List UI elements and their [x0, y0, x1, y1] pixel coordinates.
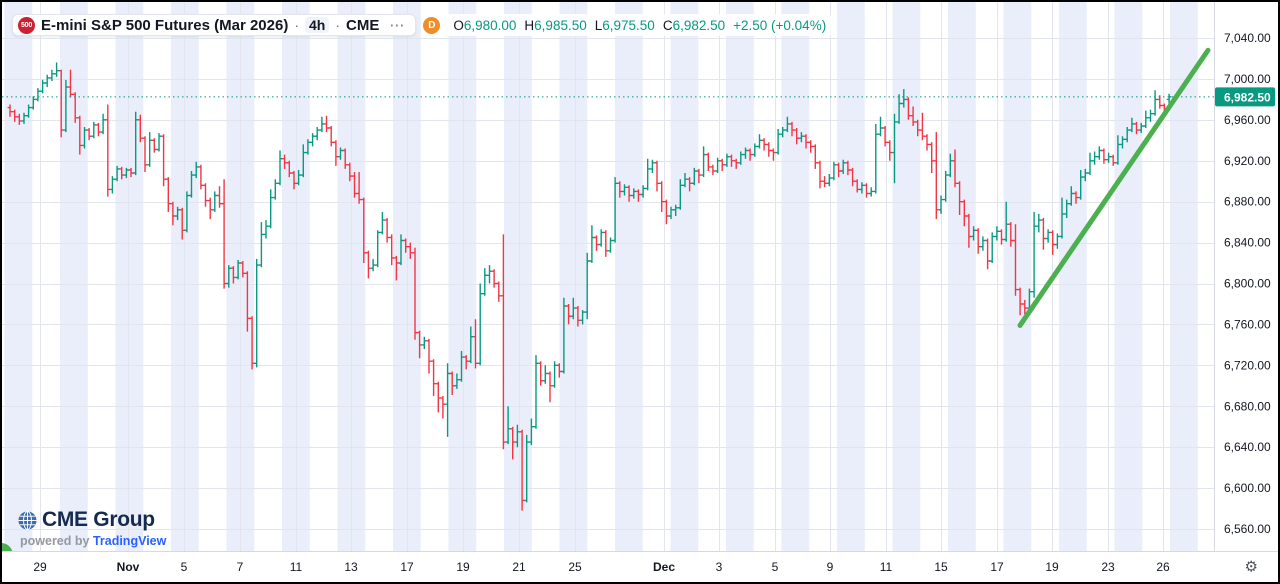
gear-icon[interactable]: ⚙	[1244, 558, 1258, 576]
current-price-badge: 6,982.50	[1215, 87, 1275, 107]
svg-text:6,720.00: 6,720.00	[1224, 358, 1271, 372]
gridlines	[2, 2, 1214, 551]
svg-text:6,982.50: 6,982.50	[1224, 90, 1271, 104]
ohlc-bars	[7, 62, 1172, 511]
powered-by-line: powered by TradingView	[20, 534, 166, 548]
more-options-icon[interactable]: ⋯	[389, 17, 406, 34]
time-tick-label: 17	[990, 560, 1004, 574]
time-tick-label: 19	[456, 560, 470, 574]
legend-separator: ·	[294, 17, 299, 33]
time-axis[interactable]: 29 Nov 5 7 11 13 17 19 21 25 Dec 3 5 9 11 15 17 19 23 26 ⚙	[2, 551, 1278, 582]
time-tick-label: 17	[400, 560, 414, 574]
symbol-legend-pill[interactable]: 500 E-mini S&P 500 Futures (Mar 2026) · …	[12, 14, 417, 36]
data-mode-badge[interactable]: D	[423, 16, 441, 34]
time-tick-label: 25	[568, 560, 582, 574]
svg-text:6,920.00: 6,920.00	[1224, 154, 1271, 168]
partial-green-shape	[2, 543, 13, 551]
ohlc-readout: O6,980.00 H6,985.50 L6,975.50 C6,982.50 …	[447, 14, 833, 36]
high-readout: H6,985.50	[524, 17, 587, 33]
svg-text:6,800.00: 6,800.00	[1224, 277, 1271, 291]
time-tick-label: 23	[1101, 560, 1115, 574]
svg-text:6,600.00: 6,600.00	[1224, 481, 1271, 495]
svg-text:6,560.00: 6,560.00	[1224, 522, 1271, 536]
low-readout: L6,975.50	[594, 17, 655, 33]
time-tick-label: 9	[826, 560, 834, 574]
time-tick-label: 29	[33, 560, 47, 574]
price-axis-labels: 7,040.00 7,000.00 6,960.00 6,920.00 6,880.00…	[1224, 31, 1271, 536]
price-axis[interactable]: 7,040.00 7,000.00 6,960.00 6,920.00 6,880.00…	[1214, 2, 1278, 551]
svg-text:6,680.00: 6,680.00	[1224, 399, 1271, 413]
svg-text:7,000.00: 7,000.00	[1224, 72, 1271, 86]
legend-separator: ·	[335, 17, 340, 33]
time-tick-label: Nov	[116, 560, 140, 574]
chart-plot-area[interactable]: 500 E-mini S&P 500 Futures (Mar 2026) · …	[2, 2, 1214, 551]
time-tick-label: 3	[715, 560, 723, 574]
time-tick-label: 21	[512, 560, 526, 574]
open-readout: O6,980.00	[453, 17, 517, 33]
interval-button[interactable]: 4h	[304, 17, 330, 33]
time-tick-label: 5	[180, 560, 188, 574]
change-readout: +2.50 (+0.04%)	[733, 17, 827, 33]
time-tick-label: 15	[934, 560, 948, 574]
time-tick-label: 7	[236, 560, 244, 574]
svg-text:6,840.00: 6,840.00	[1224, 236, 1271, 250]
time-tick-label: 19	[1045, 560, 1059, 574]
powered-by-label: powered by	[20, 534, 93, 548]
chart-legend: 500 E-mini S&P 500 Futures (Mar 2026) · …	[12, 14, 833, 36]
symbol-title: E-mini S&P 500 Futures (Mar 2026)	[41, 16, 289, 34]
time-tick-label: 11	[879, 560, 893, 574]
exchange-label: CME	[346, 16, 380, 34]
svg-text:6,960.00: 6,960.00	[1224, 113, 1271, 127]
tradingview-link[interactable]: TradingView	[92, 534, 167, 548]
sp500-logo-icon: 500	[18, 16, 35, 34]
cme-group-link[interactable]: CME Group	[18, 508, 166, 532]
svg-text:6,760.00: 6,760.00	[1224, 317, 1271, 331]
session-stripes	[4, 2, 1198, 551]
cme-group-wordmark: CME Group	[42, 508, 155, 531]
time-tick-label: 26	[1156, 560, 1170, 574]
time-tick-label: 11	[289, 560, 303, 574]
trend-line[interactable]	[1017, 47, 1211, 328]
time-tick-label: Dec	[652, 560, 676, 574]
time-tick-label: 5	[771, 560, 779, 574]
svg-text:7,040.00: 7,040.00	[1224, 31, 1271, 45]
svg-text:6,880.00: 6,880.00	[1224, 195, 1271, 209]
time-tick-label: 13	[344, 560, 358, 574]
svg-text:6,640.00: 6,640.00	[1224, 440, 1271, 454]
globe-icon	[18, 510, 37, 530]
close-readout: C6,982.50	[662, 17, 726, 33]
price-chart-canvas[interactable]	[2, 2, 1214, 551]
cme-group-logo: CME Group powered by TradingView	[18, 508, 166, 548]
